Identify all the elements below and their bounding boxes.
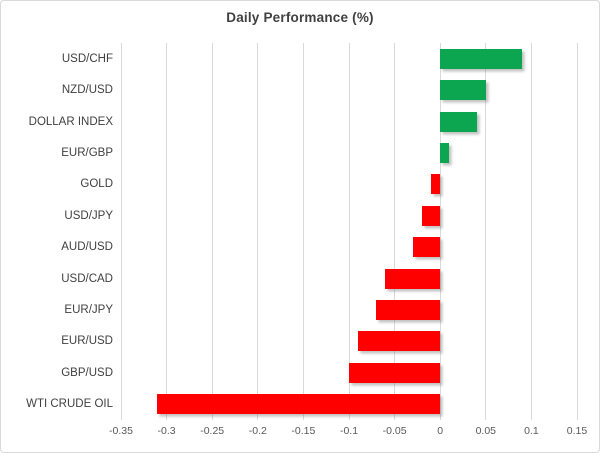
category-label-dollar-index: DOLLAR INDEX (28, 115, 113, 128)
x-tick-label: -0.1 (339, 425, 359, 437)
x-tick-label: 0.05 (475, 425, 497, 437)
gridline (166, 43, 168, 420)
gridline (257, 43, 259, 420)
bar-eur-usd (358, 331, 441, 352)
gridline (530, 43, 532, 420)
bar-eur-jpy (376, 300, 441, 321)
x-tick-label: -0.35 (109, 425, 133, 437)
gridline (120, 43, 122, 420)
gridline (211, 43, 213, 420)
gridline (348, 43, 350, 420)
gridline (485, 43, 487, 420)
bar-nzd-usd (440, 80, 486, 101)
x-tick-label: 0.1 (524, 425, 539, 437)
x-tick-label: -0.25 (200, 425, 225, 437)
category-label-usd-cad: USD/CAD (61, 272, 113, 285)
bar-dollar-index (440, 111, 477, 132)
category-label-eur-gbp: EUR/GBP (61, 146, 113, 159)
x-tick-label: 0 (437, 425, 444, 437)
x-tick-label: -0.15 (291, 425, 316, 437)
bar-usd-cad (385, 268, 441, 289)
gridline (439, 43, 441, 420)
bar-usd-jpy (421, 205, 441, 226)
gridline (576, 43, 578, 420)
category-label-wti-crude-oil: WTI CRUDE OIL (26, 398, 113, 411)
bar-usd-chf (440, 48, 523, 69)
plot-area (120, 43, 578, 420)
gridline (302, 43, 304, 420)
bar-gold (431, 174, 441, 195)
bar-aud-usd (412, 237, 441, 258)
category-label-eur-jpy: EUR/JPY (64, 304, 113, 317)
category-label-usd-jpy: USD/JPY (64, 209, 113, 222)
category-label-gbp-usd: GBP/USD (61, 366, 113, 379)
bar-wti-crude-oil (157, 394, 441, 415)
category-label-eur-usd: EUR/USD (61, 335, 113, 348)
bar-gbp-usd (349, 362, 441, 383)
category-label-usd-chf: USD/CHF (61, 52, 113, 65)
gridline (394, 43, 396, 420)
x-tick-label: -0.2 (248, 425, 267, 437)
chart-title: Daily Performance (%) (226, 10, 374, 25)
bar-eur-gbp (440, 142, 450, 163)
x-tick-label: -0.3 (157, 425, 176, 437)
x-tick-label: 0.15 (566, 425, 588, 437)
x-tick-label: -0.05 (382, 425, 407, 437)
category-label-gold: GOLD (80, 178, 113, 191)
category-label-nzd-usd: NZD/USD (61, 84, 113, 97)
category-label-aud-usd: AUD/USD (61, 241, 113, 254)
